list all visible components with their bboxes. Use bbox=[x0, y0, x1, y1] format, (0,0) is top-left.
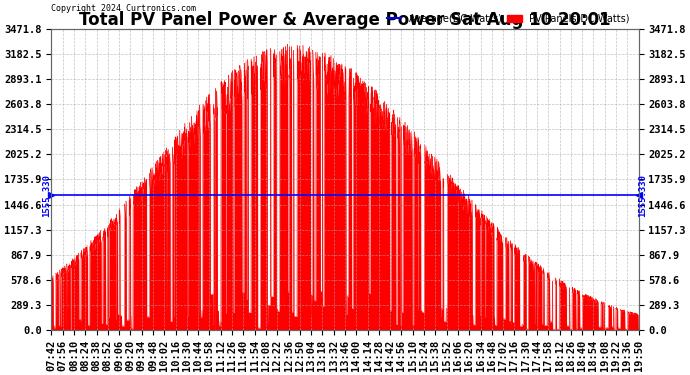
Text: Copyright 2024 Curtronics.com: Copyright 2024 Curtronics.com bbox=[51, 3, 197, 12]
Legend: Average(DC Watts), PV Panels(DC Watts): Average(DC Watts), PV Panels(DC Watts) bbox=[383, 10, 633, 28]
Text: 1555.330: 1555.330 bbox=[42, 174, 51, 217]
Title: Total PV Panel Power & Average Power Sat Aug 10 20:01: Total PV Panel Power & Average Power Sat… bbox=[79, 11, 611, 29]
Text: 1555.330: 1555.330 bbox=[639, 174, 648, 217]
